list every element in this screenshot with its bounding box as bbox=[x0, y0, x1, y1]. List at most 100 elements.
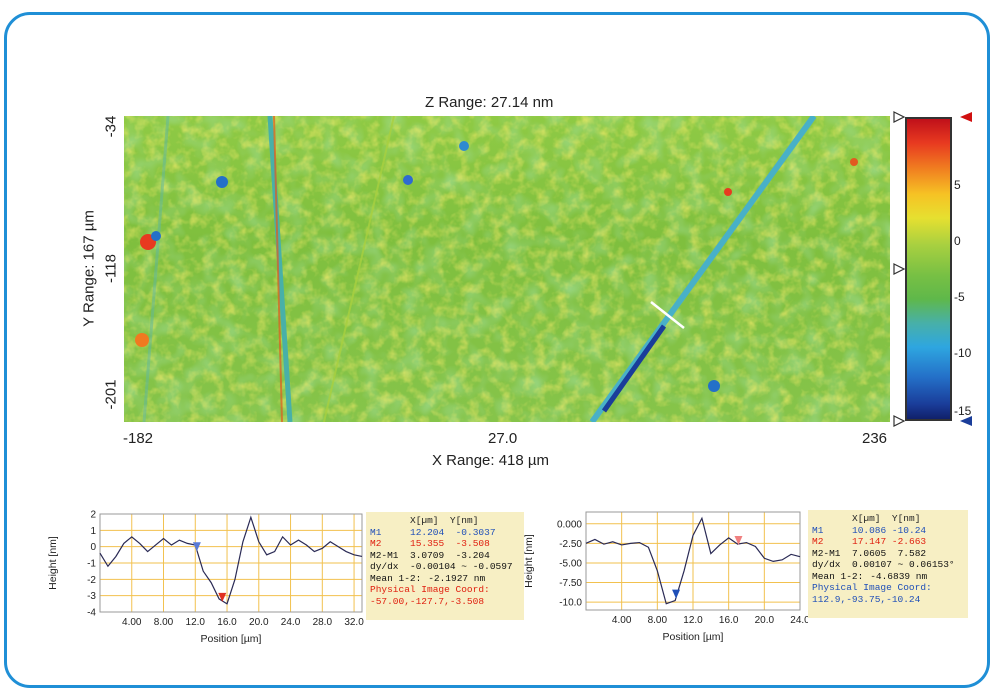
scratch-line-3 bbox=[589, 116, 817, 422]
info-row-value: 3.0709 -3.204 bbox=[410, 549, 490, 561]
marker-m2[interactable] bbox=[734, 535, 743, 545]
info-row-label: dy/dx bbox=[812, 559, 841, 570]
y-tick-label: 1 bbox=[90, 526, 96, 537]
colorbar-tick-minus10: -10 bbox=[954, 346, 972, 360]
info-row-value: 10.086 -10.24 bbox=[852, 524, 927, 536]
spot-3 bbox=[151, 231, 161, 241]
scratch-line-1 bbox=[267, 116, 293, 422]
y-axis-label: Height [nm] bbox=[523, 534, 535, 588]
info-row: M2-M1 7.0605 7.582 bbox=[812, 548, 964, 560]
profile-line bbox=[585, 516, 801, 605]
colorbar-tick-0: 0 bbox=[954, 234, 961, 248]
info-row-value: -0.00104 ~ -0.0597 bbox=[410, 561, 513, 572]
info2-header: X[µm] Y[nm] bbox=[852, 513, 921, 524]
profile-chart-2: 4.00 8.00 12.0 16.0 20.0 24.0 0.000 -2.50 -5.00 -… bbox=[523, 511, 808, 643]
z-range-value: 27.14 nm bbox=[490, 94, 554, 111]
marker-m1[interactable] bbox=[672, 589, 681, 599]
y-tick-label: 0.000 bbox=[557, 519, 582, 530]
y-tick-label: -10.0 bbox=[559, 598, 582, 609]
y-range-label: Y Range: bbox=[80, 264, 98, 327]
info-row-label: M2-M1 bbox=[370, 549, 399, 561]
colorbar-mid-handle[interactable] bbox=[893, 263, 906, 275]
profile-cut-line[interactable] bbox=[650, 301, 685, 329]
y-tick-label: -5.00 bbox=[559, 558, 582, 569]
y-tick-mid: -118 bbox=[102, 254, 120, 283]
y-range-value: 167 µm bbox=[80, 210, 98, 261]
x-range-title: X Range: 418 µm bbox=[432, 452, 549, 469]
y-tick-label: -3 bbox=[87, 591, 96, 602]
z-range-title: Z Range: 27.14 nm bbox=[425, 94, 553, 111]
x-tick-label: 12.0 bbox=[683, 615, 703, 626]
info-row: M1 10.086 -10.24 bbox=[812, 525, 964, 537]
profile-info-panel-1: X[µm] Y[nm] M1 12.204 -0.3037 M2 15.355 -3.… bbox=[366, 512, 524, 620]
profile-chart-1: 4.00 8.00 12.0 16.0 20.0 24.0 28.0 32.0 2 1 0 -1 -2 -… bbox=[47, 510, 364, 645]
y-axis-label: Height [nm] bbox=[47, 536, 59, 590]
info-row: -57.00,-127.7,-3.508 bbox=[370, 596, 520, 608]
info-row-value: -4.6839 nm bbox=[870, 570, 928, 582]
scratch-line-2 bbox=[323, 116, 395, 422]
colorbar-bottom-right-handle[interactable] bbox=[960, 416, 972, 426]
info-row-value: 12.204 -0.3037 bbox=[410, 526, 496, 538]
info-row: 112.9,-93.75,-10.24 bbox=[812, 594, 964, 606]
y-tick-bottom: -201 bbox=[102, 379, 120, 410]
info-row-label: Mean 1-2: bbox=[370, 572, 422, 584]
x-axis-label: Position [µm] bbox=[201, 633, 262, 644]
x-tick-label: 8.00 bbox=[154, 617, 174, 628]
info-row-label: dy/dx bbox=[370, 561, 399, 572]
colorbar-top-right-handle[interactable] bbox=[960, 112, 972, 122]
colorbar-handles bbox=[893, 111, 972, 427]
x-tick-mid: 27.0 bbox=[488, 430, 518, 447]
colorbar-tick-5: 5 bbox=[954, 178, 961, 192]
marker-m2[interactable] bbox=[218, 592, 227, 602]
info-row-label: M2 bbox=[370, 538, 382, 549]
y-tick-label: 2 bbox=[90, 510, 96, 521]
height-map bbox=[124, 116, 890, 422]
y-tick-label: 0 bbox=[90, 542, 96, 553]
x-tick-label: 28.0 bbox=[313, 617, 333, 628]
marker-m1[interactable] bbox=[192, 542, 201, 552]
x-tick-label: 20.0 bbox=[755, 615, 775, 626]
info-row-value: 0.00107 ~ 0.06153° bbox=[852, 559, 955, 570]
y-tick-label: -4 bbox=[87, 608, 96, 619]
plot-frame bbox=[585, 511, 801, 611]
info-row-value: 17.147 -2.663 bbox=[852, 536, 927, 547]
info-row: M2 17.147 -2.663 bbox=[812, 536, 964, 548]
colorbar-tick-minus5: -5 bbox=[954, 290, 965, 304]
info-row: Mean 1-2: -4.6839 nm bbox=[812, 571, 964, 583]
spot-9 bbox=[850, 158, 858, 166]
info-row-value: 7.0605 7.582 bbox=[852, 547, 927, 559]
info-row-value: -57.00,-127.7,-3.508 bbox=[370, 595, 485, 607]
spot-7 bbox=[708, 380, 720, 392]
y-tick-top: -34 bbox=[102, 115, 120, 138]
x-range-value: 418 µm bbox=[498, 452, 550, 469]
x-tick-label: 16.0 bbox=[217, 617, 237, 628]
y-tick-label: -2.50 bbox=[559, 539, 582, 550]
info-row-value: 15.355 -3.508 bbox=[410, 538, 490, 549]
figure-frame bbox=[4, 12, 990, 688]
x-tick-label: 24.0 bbox=[281, 617, 301, 628]
y-range-title: Y Range: 167 µm bbox=[81, 194, 98, 344]
x-tick-label: 16.0 bbox=[719, 615, 739, 626]
info-row-value: -2.1927 nm bbox=[428, 572, 486, 584]
z-range-label: Z Range: bbox=[425, 94, 487, 111]
scratch-line-1-edge bbox=[273, 116, 283, 422]
colorbar-bottom-left-handle[interactable] bbox=[893, 415, 906, 427]
map-noise-yellow bbox=[124, 116, 890, 422]
info1-header: X[µm] Y[nm] bbox=[410, 515, 479, 526]
info-row: dy/dx 0.00107 ~ 0.06153° bbox=[812, 559, 964, 571]
plot-frame bbox=[99, 513, 363, 613]
x-axis-label: Position [µm] bbox=[663, 631, 724, 643]
colorbar-top-left-handle[interactable] bbox=[893, 111, 906, 123]
info-row: dy/dx -0.00104 ~ -0.0597 bbox=[370, 561, 520, 573]
x-tick-label: 4.00 bbox=[612, 615, 632, 626]
info-row: M2 15.355 -3.508 bbox=[370, 538, 520, 550]
x-tick-label: 20.0 bbox=[249, 617, 269, 628]
x-range-label: X Range: bbox=[432, 452, 495, 469]
scratch-line-4 bbox=[142, 116, 170, 422]
info-row-label: Physical Image Coord: bbox=[370, 584, 490, 595]
x-tick-label: 12.0 bbox=[186, 617, 206, 628]
x-tick-right: 236 bbox=[862, 430, 888, 447]
info-row-label: Mean 1-2: bbox=[812, 570, 864, 582]
x-tick-left: -182 bbox=[123, 430, 154, 447]
y-tick-label: -1 bbox=[87, 559, 96, 570]
